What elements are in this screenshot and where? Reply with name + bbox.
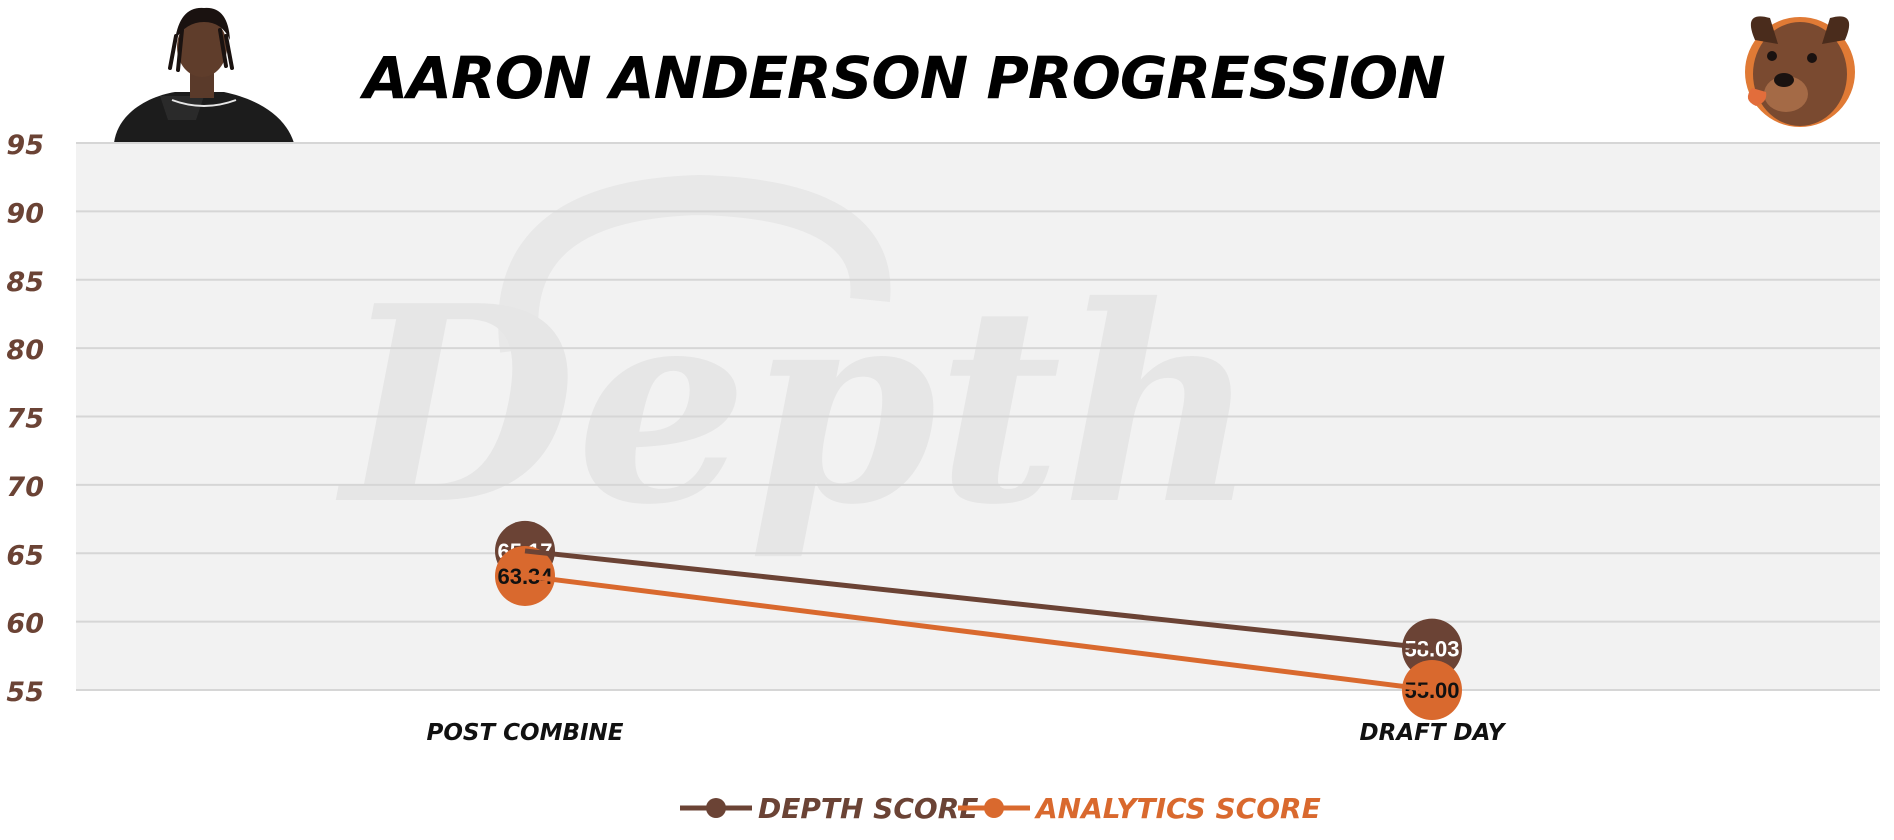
x-category-label: DRAFT DAY [1360,720,1507,746]
legend-item: ANALYTICS SCORE [958,792,1321,825]
x-axis: POST COMBINE DRAFT DAY [426,720,1506,746]
legend-label: ANALYTICS SCORE [1034,792,1321,825]
y-tick-label: 95 [6,130,44,161]
watermark-logo: Depth [334,174,1258,564]
y-tick-label: 70 [6,472,44,503]
legend-item: DEPTH SCORE [680,792,978,825]
data-label: 55.00 [1404,678,1459,703]
series-line [524,548,1433,652]
legend-marker [984,798,1004,818]
data-label: 58.03 [1404,637,1459,662]
team-logo [1745,16,1855,127]
y-tick-label: 65 [6,540,44,571]
legend-marker [706,798,726,818]
y-tick-label: 60 [6,609,44,640]
y-tick-label: 85 [6,267,44,298]
y-tick-label: 75 [6,404,44,435]
legend: DEPTH SCORE ANALYTICS SCORE [680,792,1321,825]
series-line [524,573,1433,693]
y-tick-label: 90 [6,198,44,229]
x-category-label: POST COMBINE [426,720,623,746]
legend-label: DEPTH SCORE [758,792,978,825]
grid-lines [76,142,1880,691]
y-axis: 55 60 65 70 75 80 85 90 95 [6,130,44,708]
player-photo [114,7,294,143]
watermark-text: Depth [334,246,1258,564]
y-tick-label: 55 [6,677,44,708]
y-tick-label: 80 [6,335,44,366]
chart-title: AARON ANDERSON PROGRESSION [359,44,1445,112]
